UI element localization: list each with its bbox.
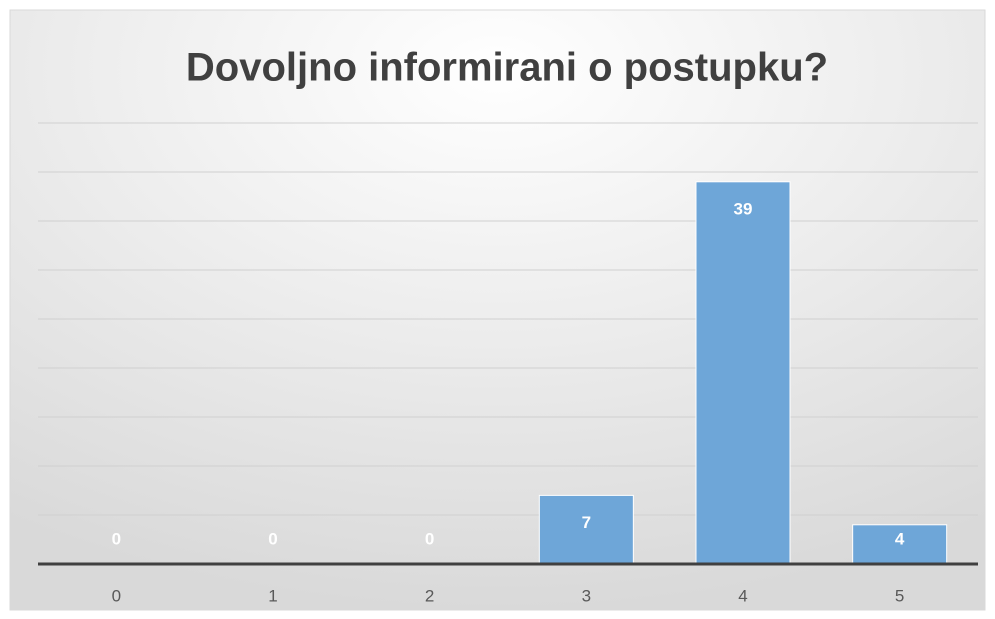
data-label: 4 (895, 529, 905, 548)
x-tick-label: 3 (582, 586, 591, 605)
bar (538, 494, 634, 565)
x-tick-label: 0 (112, 586, 121, 605)
x-tick-label: 4 (738, 586, 747, 605)
data-label: 0 (425, 529, 434, 548)
x-tick-label: 2 (425, 586, 434, 605)
data-label: 0 (268, 529, 277, 548)
x-tick-label: 1 (268, 586, 277, 605)
data-label: 0 (112, 529, 121, 548)
x-tick-label: 5 (895, 586, 904, 605)
bar (695, 181, 791, 565)
chart-background (9, 9, 986, 611)
data-label: 7 (582, 513, 591, 532)
chart-title: Dovoljno informirani o postupku? (186, 46, 828, 90)
data-label: 39 (734, 199, 753, 218)
